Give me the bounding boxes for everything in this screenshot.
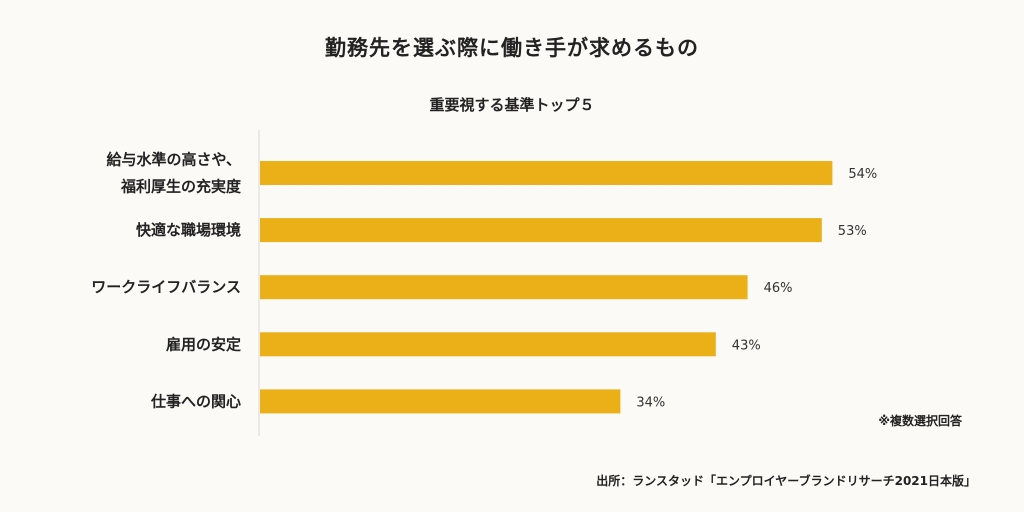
category-label: 給与水準の高さや、 — [106, 151, 241, 169]
bar — [260, 332, 716, 357]
data-label: 53% — [838, 224, 867, 239]
footnote: ※複数選択回答 — [878, 414, 962, 428]
category-label: 仕事への関心 — [150, 392, 241, 410]
data-label: 46% — [764, 281, 793, 296]
chart-title: 勤務先を選ぶ際に働き手が求めるもの — [325, 36, 699, 60]
bar — [260, 275, 748, 300]
category-label: 福利厚生の充実度 — [120, 178, 242, 196]
data-label: 54% — [848, 167, 877, 182]
data-label: 43% — [732, 338, 761, 353]
category-label: 雇用の安定 — [166, 335, 241, 353]
source-credit: 出所：ランスタッド「エンプロイヤーブランドリサーチ2021日本版」 — [596, 474, 976, 488]
category-label: 快適な職場環境 — [136, 221, 241, 239]
chart-subtitle: 重要視する基準トップ５ — [429, 96, 595, 114]
bar — [260, 389, 621, 414]
data-label: 34% — [636, 395, 665, 410]
bar — [260, 161, 833, 185]
bar — [260, 218, 822, 243]
category-label: ワークライフバランス — [91, 278, 241, 296]
